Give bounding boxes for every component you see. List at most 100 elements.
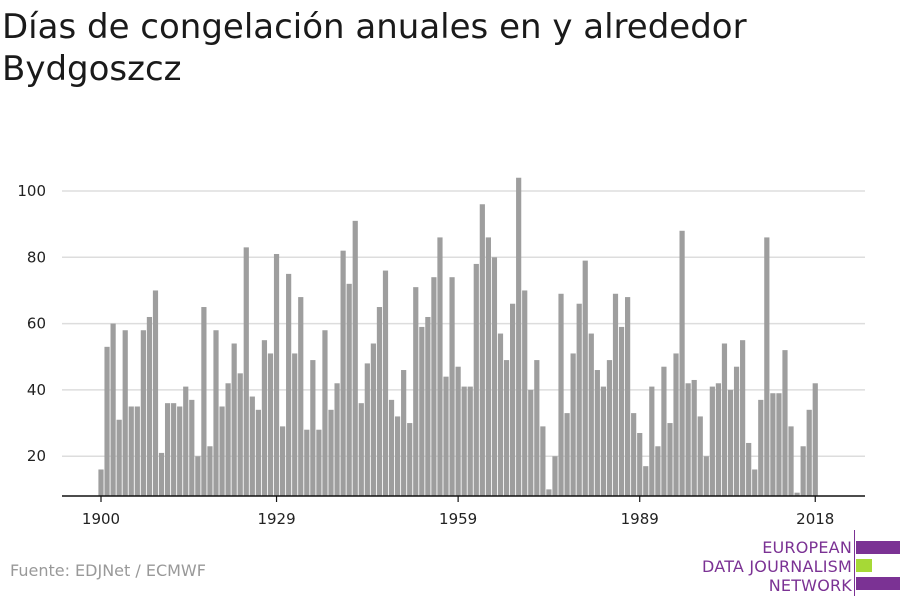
bar-1956: [437, 237, 443, 496]
bar-1974: [546, 489, 552, 496]
bar-1902: [110, 323, 116, 496]
bar-2017: [806, 409, 812, 496]
x-axis: [62, 495, 865, 502]
bar-1907: [140, 330, 146, 496]
bar-1984: [606, 360, 613, 496]
bar-1997: [685, 383, 691, 496]
bar-1905: [128, 406, 134, 496]
bar-series: [98, 177, 818, 497]
bar-1981: [588, 333, 594, 496]
bar-2008: [752, 469, 758, 496]
bar-1919: [213, 330, 219, 496]
bar-2018: [812, 383, 818, 496]
bar-1906: [134, 406, 140, 496]
bar-1937: [322, 330, 328, 496]
bar-1976: [558, 293, 564, 496]
bar-1993: [661, 366, 667, 496]
bar-2013: [782, 350, 788, 496]
bar-1991: [649, 386, 655, 496]
bar-1953: [419, 326, 425, 496]
bar-1924: [243, 247, 249, 496]
bar-1901: [104, 346, 110, 496]
bar-1975: [552, 456, 558, 496]
y-tick-label: 40: [27, 381, 46, 399]
bar-1973: [540, 426, 546, 496]
bar-1931: [286, 273, 292, 496]
bar-2009: [758, 399, 764, 496]
bar-2004: [727, 389, 734, 496]
bar-2015: [794, 492, 800, 496]
bar-1917: [201, 307, 207, 496]
bar-2003: [721, 343, 728, 496]
bar-1996: [679, 230, 685, 496]
bar-1958: [449, 277, 455, 496]
bar-1913: [177, 406, 183, 496]
bar-1935: [310, 360, 316, 496]
bar-1949: [395, 416, 401, 496]
bar-1994: [667, 423, 673, 496]
bar-1922: [231, 343, 237, 496]
bar-1999: [697, 416, 703, 496]
bar-1920: [219, 406, 225, 496]
bar-1932: [292, 353, 298, 496]
bar-1983: [600, 386, 606, 496]
edjnet-logo[interactable]: EUROPEAN DATA JOURNALISM NETWORK: [700, 530, 900, 596]
bar-1942: [352, 220, 358, 496]
bar-1971: [528, 389, 534, 496]
bar-1968: [510, 303, 516, 496]
bar-1985: [612, 293, 619, 496]
logo-bar-green: [856, 559, 872, 572]
bar-1972: [534, 360, 540, 496]
x-tick-label: 1929: [257, 510, 295, 528]
bar-2006: [740, 340, 746, 496]
y-tick-label: 60: [27, 315, 46, 333]
bar-1925: [249, 396, 255, 496]
bar-2002: [715, 383, 722, 496]
bar-1933: [298, 297, 304, 496]
bar-1961: [467, 386, 473, 496]
bar-1964: [485, 237, 491, 496]
x-tick-label: 2018: [796, 510, 834, 528]
bar-2012: [776, 393, 782, 496]
bar-1989: [637, 433, 643, 496]
bar-1965: [491, 257, 498, 496]
bar-1943: [358, 403, 364, 496]
logo-bar-purple-bottom: [856, 577, 900, 590]
bar-1978: [570, 353, 576, 496]
bar-1952: [413, 287, 419, 496]
bar-1969: [516, 177, 522, 497]
bar-1967: [503, 360, 510, 496]
bar-1904: [122, 330, 128, 496]
bar-1928: [267, 353, 274, 496]
y-tick-label: 20: [27, 447, 46, 465]
bar-1921: [225, 383, 231, 496]
bar-1927: [261, 340, 268, 496]
bar-1908: [146, 316, 153, 496]
bar-1986: [618, 326, 625, 496]
x-tick-label: 1989: [621, 510, 659, 528]
bar-1934: [304, 429, 310, 496]
bar-2014: [788, 426, 794, 496]
bar-1955: [431, 277, 437, 496]
bar-1995: [673, 353, 679, 496]
bar-1963: [479, 204, 485, 496]
chart-title: Días de congelación anuales en y alreded…: [2, 7, 747, 89]
bar-1911: [164, 403, 171, 496]
bar-1941: [346, 283, 352, 496]
bar-1998: [691, 379, 697, 496]
y-tick-label: 80: [27, 248, 46, 266]
bar-1990: [643, 466, 649, 496]
bar-1946: [376, 307, 383, 496]
bar-1988: [631, 413, 637, 496]
bar-1945: [370, 343, 376, 496]
logo-line-2: DATA JOURNALISM: [702, 557, 852, 576]
bar-2000: [703, 456, 709, 496]
bar-2016: [800, 446, 806, 496]
bar-1914: [183, 386, 189, 496]
bar-1939: [334, 383, 340, 496]
x-tick-label: 1900: [82, 510, 120, 528]
bar-1979: [576, 303, 582, 496]
bar-1900: [98, 469, 104, 496]
logo-line-3: NETWORK: [768, 576, 852, 595]
